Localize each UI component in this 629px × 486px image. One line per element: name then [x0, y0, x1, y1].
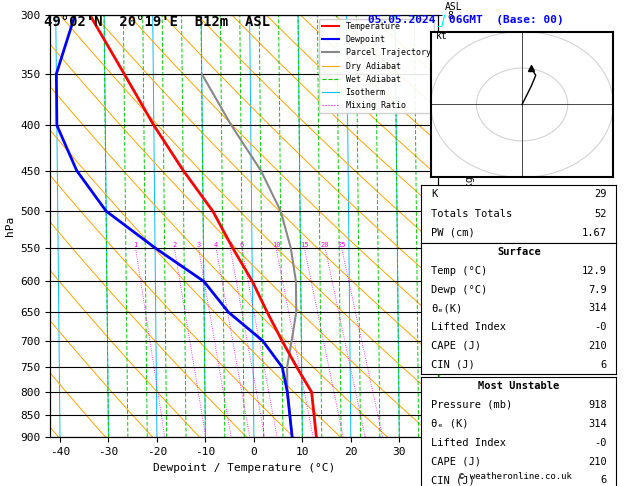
Text: 1: 1	[133, 242, 138, 248]
Text: 29: 29	[594, 190, 606, 199]
Text: 52: 52	[594, 208, 606, 219]
Text: 49°02'N  20°19'E  B12m  ASL: 49°02'N 20°19'E B12m ASL	[44, 15, 270, 29]
Text: 05.05.2024  06GMT  (Base: 00): 05.05.2024 06GMT (Base: 00)	[367, 15, 564, 25]
Text: Lifted Index: Lifted Index	[431, 322, 506, 332]
Y-axis label: hPa: hPa	[5, 216, 15, 236]
Text: 15: 15	[300, 242, 309, 248]
Text: 25: 25	[337, 242, 346, 248]
Text: CIN (J): CIN (J)	[431, 475, 475, 486]
Text: 5: 5	[228, 242, 232, 248]
Text: 314: 314	[588, 419, 606, 429]
Text: -0: -0	[594, 438, 606, 448]
Text: Totals Totals: Totals Totals	[431, 208, 513, 219]
Text: 10: 10	[272, 242, 281, 248]
Text: kt: kt	[435, 31, 447, 41]
Text: θₑ(K): θₑ(K)	[431, 303, 462, 313]
Text: 6: 6	[601, 360, 606, 370]
Text: 314: 314	[588, 303, 606, 313]
Text: © weatheronline.co.uk: © weatheronline.co.uk	[459, 472, 572, 481]
Text: 6: 6	[601, 475, 606, 486]
Text: 210: 210	[588, 341, 606, 351]
Legend: Temperature, Dewpoint, Parcel Trajectory, Dry Adiabat, Wet Adiabat, Isotherm, Mi: Temperature, Dewpoint, Parcel Trajectory…	[319, 19, 434, 113]
Text: 3: 3	[196, 242, 201, 248]
Text: 12.9: 12.9	[582, 266, 606, 276]
Text: km
ASL: km ASL	[445, 0, 462, 12]
Text: CAPE (J): CAPE (J)	[431, 341, 481, 351]
X-axis label: Dewpoint / Temperature (°C): Dewpoint / Temperature (°C)	[153, 463, 335, 473]
Text: 1.67: 1.67	[582, 228, 606, 238]
Text: Most Unstable: Most Unstable	[478, 381, 560, 391]
Text: LCL: LCL	[442, 411, 457, 420]
Text: 4: 4	[214, 242, 218, 248]
Text: K: K	[431, 190, 437, 199]
Text: Temp (°C): Temp (°C)	[431, 266, 487, 276]
Text: 7.9: 7.9	[588, 284, 606, 295]
Text: CAPE (J): CAPE (J)	[431, 456, 481, 467]
Text: Mixing Ratio (g/kg): Mixing Ratio (g/kg)	[465, 170, 476, 282]
Text: Dewp (°C): Dewp (°C)	[431, 284, 487, 295]
Text: Surface: Surface	[497, 247, 541, 257]
Text: PW (cm): PW (cm)	[431, 228, 475, 238]
Text: 6: 6	[240, 242, 244, 248]
Text: 918: 918	[588, 400, 606, 410]
Text: θₑ (K): θₑ (K)	[431, 419, 469, 429]
Text: 2: 2	[172, 242, 177, 248]
Text: 210: 210	[588, 456, 606, 467]
Text: CIN (J): CIN (J)	[431, 360, 475, 370]
Text: -0: -0	[594, 322, 606, 332]
Text: Pressure (mb): Pressure (mb)	[431, 400, 513, 410]
Text: Lifted Index: Lifted Index	[431, 438, 506, 448]
Text: 20: 20	[321, 242, 330, 248]
